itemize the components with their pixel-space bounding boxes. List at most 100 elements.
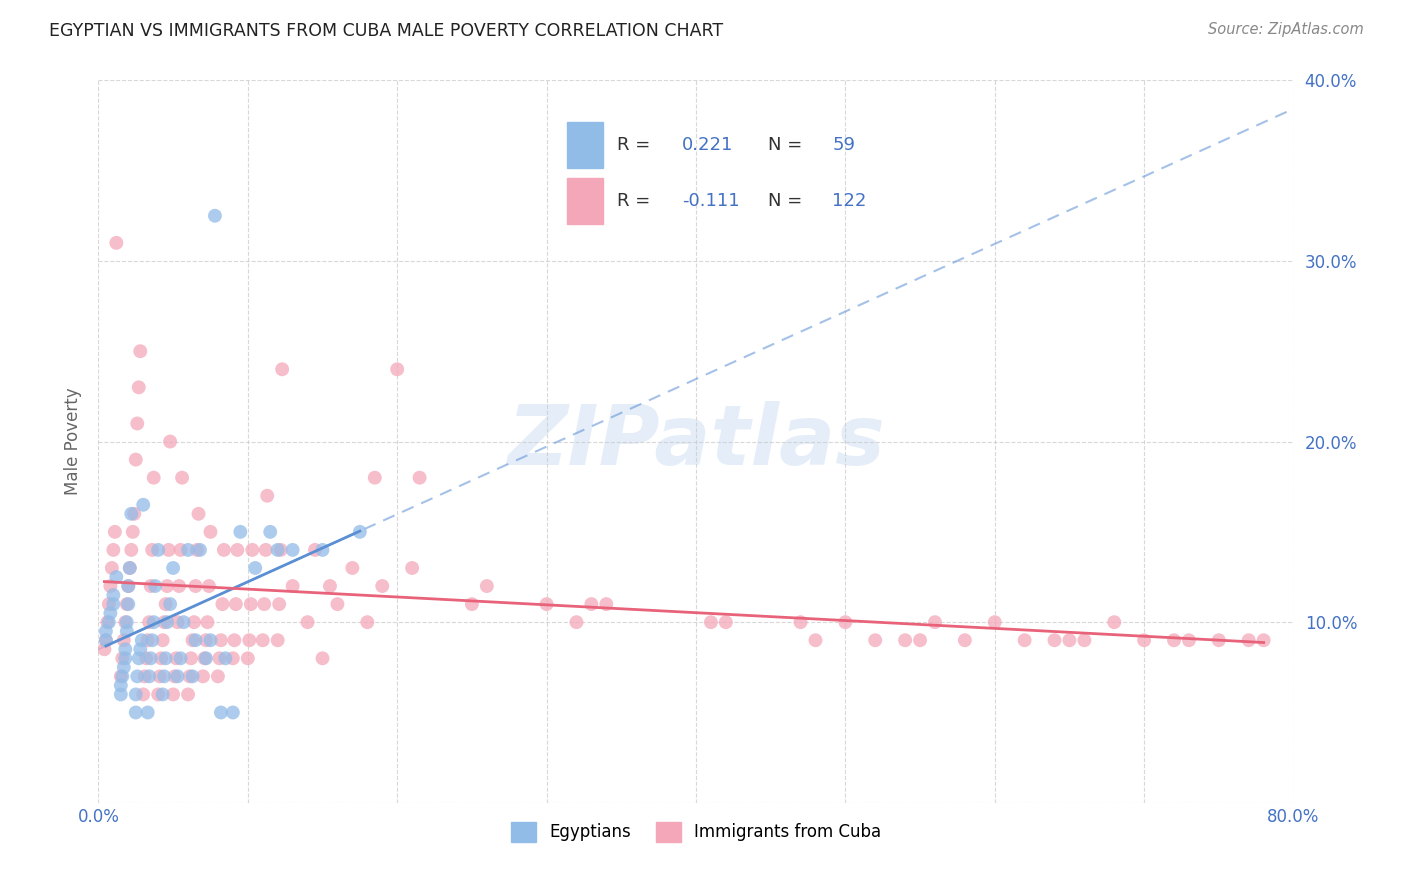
Point (162, 687, 184, 701)
Point (401, 561, 423, 575)
Point (212, 542, 235, 557)
Point (115, 624, 138, 639)
Point (281, 542, 304, 557)
Point (197, 615, 219, 630)
Y-axis label: Male Poverty: Male Poverty (65, 388, 83, 495)
Point (139, 579, 162, 593)
Point (125, 706, 148, 720)
Point (319, 579, 342, 593)
Point (138, 615, 160, 630)
Point (177, 542, 200, 557)
Point (700, 615, 723, 630)
Point (181, 633, 204, 648)
Point (581, 597, 603, 611)
Point (271, 362, 294, 376)
Point (714, 615, 737, 630)
Point (865, 633, 887, 648)
Point (1104, 615, 1126, 630)
Point (152, 687, 174, 701)
Point (1073, 633, 1095, 648)
Point (254, 542, 277, 557)
Point (141, 633, 163, 648)
Point (238, 633, 260, 648)
Point (139, 651, 162, 665)
Point (172, 471, 194, 485)
Point (1163, 633, 1185, 648)
Point (181, 669, 204, 683)
Point (356, 615, 378, 630)
Point (128, 651, 150, 665)
Point (117, 579, 139, 593)
Point (129, 344, 152, 359)
Point (207, 669, 229, 683)
Point (136, 706, 159, 720)
Point (311, 651, 333, 665)
Point (97, 597, 120, 611)
Point (984, 615, 1007, 630)
Point (461, 597, 484, 611)
Point (225, 597, 247, 611)
Point (148, 542, 170, 557)
Point (179, 669, 201, 683)
Point (1059, 633, 1081, 648)
Point (105, 235, 128, 250)
Point (195, 633, 218, 648)
Point (177, 687, 200, 701)
Point (408, 471, 430, 485)
Point (103, 588, 125, 602)
Point (96, 615, 118, 630)
Point (240, 542, 263, 557)
Point (135, 651, 157, 665)
Point (101, 561, 124, 575)
Point (110, 678, 132, 692)
Point (187, 507, 209, 521)
Point (103, 542, 125, 557)
Point (162, 561, 184, 575)
Point (132, 687, 155, 701)
Point (1237, 633, 1260, 648)
Legend: Egyptians, Immigrants from Cuba: Egyptians, Immigrants from Cuba (503, 815, 889, 848)
Point (169, 651, 191, 665)
Point (104, 524, 127, 539)
Point (115, 615, 138, 630)
Point (155, 651, 177, 665)
Point (111, 669, 134, 683)
Point (94, 624, 117, 639)
Point (342, 561, 364, 575)
Point (475, 579, 498, 593)
Point (159, 597, 181, 611)
Point (183, 615, 205, 630)
Point (94, 633, 117, 648)
Point (184, 579, 207, 593)
Point (191, 669, 214, 683)
Point (222, 651, 245, 665)
Point (267, 633, 290, 648)
Point (94, 633, 117, 648)
Point (127, 417, 149, 431)
Point (245, 561, 267, 575)
Point (214, 651, 236, 665)
Point (222, 706, 245, 720)
Point (110, 687, 132, 701)
Point (165, 651, 187, 665)
Point (156, 579, 179, 593)
Point (98, 579, 122, 593)
Point (120, 507, 142, 521)
Point (166, 615, 188, 630)
Point (115, 597, 138, 611)
Text: ZIPatlas: ZIPatlas (508, 401, 884, 482)
Point (195, 651, 218, 665)
Point (118, 561, 141, 575)
Point (953, 633, 976, 648)
Point (236, 651, 259, 665)
Point (149, 669, 172, 683)
Point (297, 615, 319, 630)
Point (256, 489, 278, 503)
Point (1014, 633, 1036, 648)
Point (112, 660, 135, 674)
Point (193, 651, 215, 665)
Point (152, 633, 174, 648)
Point (169, 542, 191, 557)
Point (1253, 633, 1275, 648)
Point (136, 633, 159, 648)
